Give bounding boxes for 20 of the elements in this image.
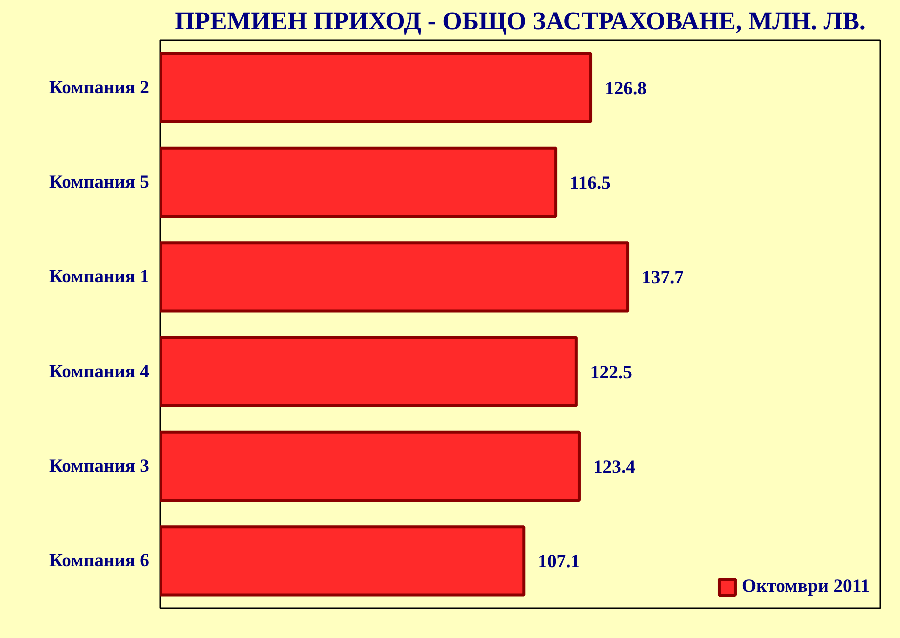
data-label: 116.5 xyxy=(570,173,612,194)
data-label: 137.7 xyxy=(642,268,684,289)
data-label: 107.1 xyxy=(538,552,580,573)
chart-title: ПРЕМИЕН ПРИХОД - ОБЩО ЗАСТРАХОВАНЕ, МЛН. ЛВ. xyxy=(175,8,866,36)
bar xyxy=(160,430,581,502)
bar xyxy=(160,52,593,124)
bar xyxy=(160,336,578,408)
y-tick-label: Компания 2 xyxy=(50,77,150,98)
bar xyxy=(160,526,526,597)
data-label: 122.5 xyxy=(590,362,632,384)
data-label: 123.4 xyxy=(593,457,636,478)
y-tick-label: Компания 4 xyxy=(50,361,150,382)
y-tick-label: Компания 5 xyxy=(50,172,150,193)
y-tick-label: Компания 1 xyxy=(50,266,150,288)
bar xyxy=(160,146,558,218)
y-tick-label: Компания 6 xyxy=(50,550,150,572)
bar xyxy=(160,242,630,313)
y-tick-label: Компания 3 xyxy=(50,456,150,477)
data-label: 126.8 xyxy=(605,78,648,100)
legend-label: Октомври 2011 xyxy=(742,576,870,598)
